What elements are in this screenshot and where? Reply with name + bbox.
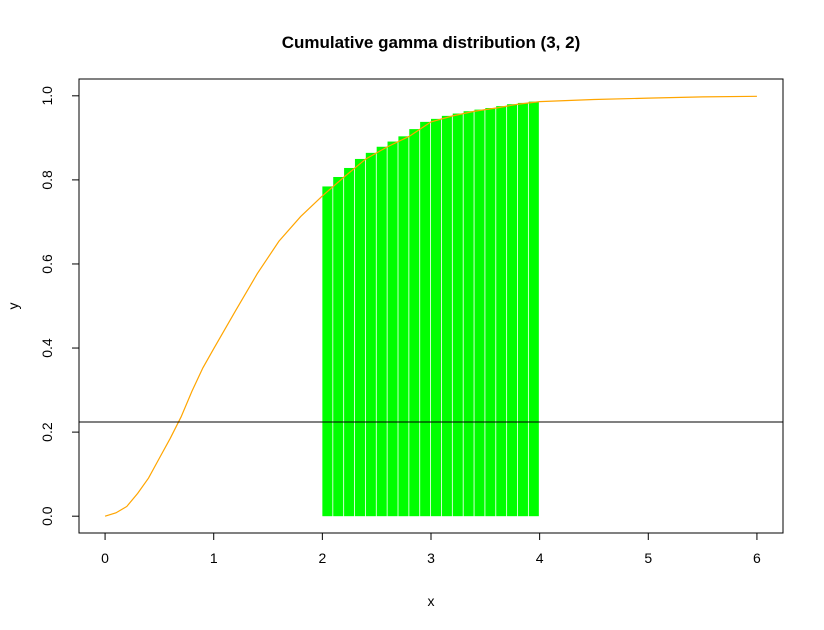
shaded-bar [507,104,518,517]
y-axis-label: y [5,303,21,310]
shaded-bar [463,111,474,517]
shaded-bar [485,108,496,517]
x-tick-label: 5 [644,550,652,566]
shaded-bar [496,106,507,517]
y-tick-label: 0.2 [39,422,55,442]
shaded-bar [441,115,452,517]
x-axis-label: x [428,593,435,609]
chart-title: Cumulative gamma distribution (3, 2) [282,33,581,52]
y-tick-label: 0.6 [39,254,55,274]
shaded-bar [431,118,442,517]
cdf-curve [104,95,757,517]
y-tick-label: 0.8 [39,170,55,190]
y-tick-label: 1.0 [39,86,55,106]
shaded-bar [354,158,366,517]
shaded-bar [333,176,344,517]
x-tick-label: 2 [318,550,326,566]
x-tick-label: 4 [536,550,544,566]
y-tick-label: 0.4 [39,338,55,358]
shaded-bar [376,146,387,517]
shaded-bar [420,121,431,517]
shaded-bar [517,102,528,517]
shaded-bar [528,101,539,517]
shaded-region [322,101,539,517]
shaded-bar [322,186,333,517]
cdf-curve-layer [104,95,757,517]
x-tick-label: 0 [101,550,109,566]
shaded-bar [365,152,376,517]
shaded-bar [344,167,355,517]
shaded-bar [398,136,409,517]
x-axis: 0 1 2 3 4 5 6 [101,532,761,566]
x-tick-label: 6 [753,550,761,566]
shaded-bar [387,141,398,517]
y-tick-label: 0.0 [39,506,55,526]
shaded-bar [474,109,485,517]
shaded-bar [409,129,420,517]
y-axis: 0.0 0.2 0.4 0.6 0.8 1.0 [39,86,80,526]
x-tick-label: 1 [210,550,218,566]
x-tick-label: 3 [427,550,435,566]
shaded-bar [452,113,463,517]
